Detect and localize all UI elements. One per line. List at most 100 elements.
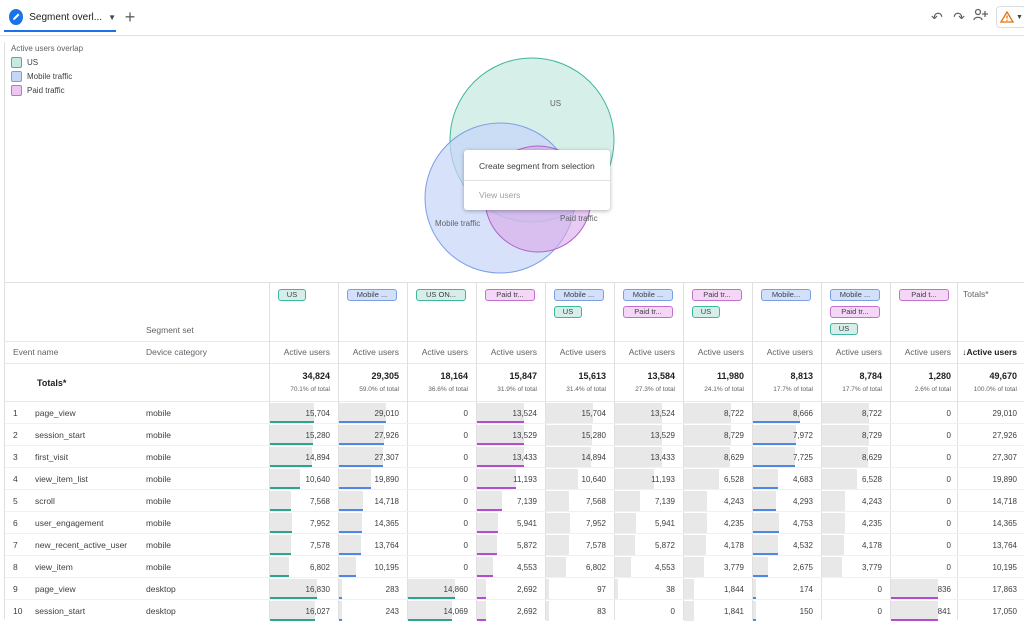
event-name-cell[interactable]: new_recent_active_user [35,540,128,550]
metric-cell: 29,010 [992,409,1017,418]
value-bar [477,403,524,423]
segment-set-label: Segment set [146,325,194,335]
metric-cell: 4,178 [861,541,882,550]
column-total-percent: 70.1% of total [290,386,330,393]
active-users-header[interactable]: Active users [421,347,468,357]
create-segment-menu-item[interactable]: Create segment from selection [479,161,595,171]
undo-icon[interactable]: ↶ [931,9,943,25]
segment-chip[interactable]: US [692,306,720,318]
metric-cell: 0 [877,585,882,594]
metric-cell: 11,193 [651,475,675,484]
row-number: 4 [13,474,18,484]
event-name-cell[interactable]: page_view [35,584,76,594]
metric-cell: 8,722 [723,409,744,418]
active-users-header[interactable]: Active users [904,347,951,357]
tab-segment-overlap[interactable]: Segment overl... ▼ [4,4,116,32]
venn-label-paid: Paid traffic [560,214,598,223]
column-divider [614,283,615,620]
event-name-cell[interactable]: session_start [35,430,86,440]
column-divider [407,283,408,620]
row-number: 7 [13,540,18,550]
metric-cell: 7,972 [792,431,813,440]
add-tab-button[interactable]: + [124,7,136,27]
event-name-cell[interactable]: view_item [35,562,73,572]
metric-cell: 0 [946,497,951,506]
event-name-cell[interactable]: view_item_list [35,474,88,484]
column-total-percent: 59.0% of total [359,386,399,393]
event-name-cell[interactable]: page_view [35,408,76,418]
metric-cell: 15,280 [305,431,330,440]
metric-cell: 4,683 [792,475,813,484]
event-name-cell[interactable]: session_start [35,606,86,616]
view-users-menu-item[interactable]: View users [479,190,521,200]
value-bar [891,601,938,621]
segment-chip[interactable]: Mobile ... [830,289,880,301]
active-users-header[interactable]: ↓Active users [962,347,1017,357]
metric-cell: 14,365 [992,519,1017,528]
value-bar [408,579,455,599]
value-bar [477,579,486,599]
value-bar [753,491,776,511]
metric-cell: 15,704 [581,409,606,418]
segment-chip[interactable]: US [830,323,858,335]
column-divider [545,283,546,620]
segment-chip[interactable]: US ON... [416,289,466,301]
event-name-cell[interactable]: scroll [35,496,55,506]
active-users-header[interactable]: Active users [283,347,330,357]
metric-cell: 0 [946,431,951,440]
segment-chip[interactable]: Mobile... [761,289,811,301]
row-number: 2 [13,430,18,440]
device-category-header[interactable]: Device category [146,347,207,357]
value-bar-accent [477,553,497,555]
value-bar-accent [270,443,313,445]
value-bar [270,535,291,555]
warning-button[interactable]: ▼ [996,6,1024,28]
metric-cell: 6,802 [585,563,606,572]
column-total: 11,980 [716,371,744,381]
segment-chip[interactable]: Paid t... [899,289,949,301]
redo-icon[interactable]: ↷ [953,9,965,25]
metric-cell: 19,890 [992,475,1017,484]
value-bar [270,601,315,621]
legend-item-us[interactable]: US [11,57,38,68]
legend-label: Paid traffic [27,86,65,95]
legend-swatch-mobile [11,71,22,82]
value-bar [477,557,493,577]
event-name-cell[interactable]: user_engagement [35,518,104,528]
segment-chip[interactable]: Paid tr... [485,289,535,301]
active-users-header[interactable]: Active users [490,347,537,357]
value-bar [684,403,731,423]
active-users-header[interactable]: Active users [352,347,399,357]
value-bar [615,469,654,489]
active-users-header[interactable]: Active users [697,347,744,357]
metric-cell: 1,841 [723,607,744,616]
metric-cell: 4,243 [861,497,882,506]
value-bar [684,447,730,467]
active-users-header[interactable]: Active users [766,347,813,357]
active-users-header[interactable]: Active users [559,347,606,357]
legend-item-paid[interactable]: Paid traffic [11,85,65,96]
top-bar: Segment overl... ▼ + ↶ ↷ ▼ [0,0,1024,36]
event-name-cell[interactable]: first_visit [35,452,69,462]
active-users-header[interactable]: Active users [835,347,882,357]
value-bar-accent [339,487,371,489]
legend-item-mobile[interactable]: Mobile traffic [11,71,72,82]
value-bar [753,403,800,423]
chevron-down-icon[interactable]: ▼ [108,12,116,22]
value-bar-accent [477,487,516,489]
row-number: 8 [13,562,18,572]
active-users-header[interactable]: Active users [628,347,675,357]
metric-cell: 0 [946,563,951,572]
segment-chip[interactable]: Paid tr... [623,306,673,318]
segment-chip[interactable]: Mobile ... [623,289,673,301]
segment-chip[interactable]: Paid tr... [692,289,742,301]
share-users-icon[interactable] [972,8,990,26]
column-total-percent: 31.4% of total [566,386,606,393]
segment-chip[interactable]: US [554,306,582,318]
segment-chip[interactable]: Mobile ... [554,289,604,301]
segment-chip[interactable]: Mobile ... [347,289,397,301]
segment-chip[interactable]: US [278,289,306,301]
event-name-header[interactable]: Event name [13,347,59,357]
segment-chip[interactable]: Paid tr... [830,306,880,318]
metric-cell: 27,307 [992,453,1017,462]
